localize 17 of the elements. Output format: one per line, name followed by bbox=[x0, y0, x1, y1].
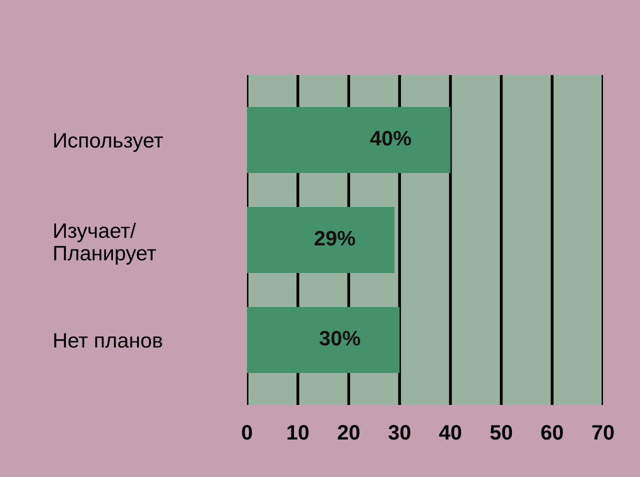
data-label: 40% bbox=[370, 130, 412, 146]
y-tick-label: Использует bbox=[54, 133, 163, 152]
data-label: 29% bbox=[314, 230, 356, 246]
x-tick-label: 60 bbox=[541, 424, 563, 440]
bar bbox=[247, 307, 400, 373]
x-tick-label: 70 bbox=[592, 424, 614, 440]
data-label: 30% bbox=[319, 330, 360, 346]
y-tick-label: Изучает/ Планирует bbox=[54, 222, 156, 265]
bar bbox=[247, 107, 450, 173]
y-tick-label: Нет планов bbox=[54, 333, 162, 348]
bar bbox=[247, 207, 394, 273]
x-tick-label: 0 bbox=[242, 424, 252, 440]
x-tick-label: 30 bbox=[388, 424, 410, 440]
x-tick-label: 50 bbox=[490, 424, 512, 440]
x-tick-label: 40 bbox=[439, 424, 462, 440]
x-tick-label: 20 bbox=[338, 424, 360, 440]
x-tick-label: 10 bbox=[288, 424, 309, 440]
